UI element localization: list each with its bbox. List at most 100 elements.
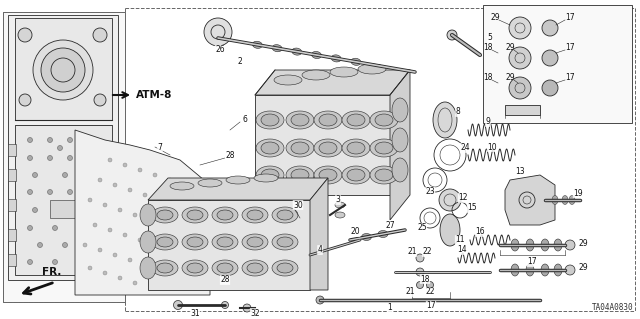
Polygon shape [255,70,410,95]
Ellipse shape [247,237,263,247]
Ellipse shape [286,139,314,157]
Ellipse shape [170,182,194,190]
Ellipse shape [140,257,156,279]
Text: 1: 1 [388,303,392,313]
Ellipse shape [67,189,72,195]
Text: 22: 22 [425,287,435,296]
Ellipse shape [511,239,519,251]
Ellipse shape [76,145,81,151]
Ellipse shape [217,263,233,273]
Text: 32: 32 [250,308,260,317]
Text: 20: 20 [350,227,360,236]
Ellipse shape [509,47,531,69]
Ellipse shape [509,77,531,99]
Ellipse shape [187,263,203,273]
Ellipse shape [392,98,408,122]
Ellipse shape [187,210,203,220]
Ellipse shape [103,203,107,207]
Ellipse shape [375,114,393,126]
Ellipse shape [335,212,345,218]
Ellipse shape [152,207,178,223]
Ellipse shape [526,264,534,276]
Ellipse shape [569,196,575,204]
Ellipse shape [83,207,88,212]
Ellipse shape [542,50,558,66]
Bar [505,105,540,115]
Ellipse shape [378,231,388,238]
Ellipse shape [247,210,263,220]
Ellipse shape [252,41,262,48]
Bar [483,5,632,123]
Ellipse shape [375,142,393,154]
Ellipse shape [256,166,284,184]
Ellipse shape [316,296,324,304]
Bar [8,254,16,266]
Ellipse shape [416,254,424,262]
Ellipse shape [118,208,122,212]
Ellipse shape [52,226,58,231]
Polygon shape [15,18,112,120]
Ellipse shape [272,234,298,250]
Ellipse shape [28,155,33,160]
Ellipse shape [182,234,208,250]
Ellipse shape [565,240,575,250]
Ellipse shape [277,263,293,273]
Ellipse shape [193,213,197,217]
Ellipse shape [88,198,92,202]
Polygon shape [15,125,112,275]
Ellipse shape [562,196,568,204]
Ellipse shape [272,45,282,52]
Ellipse shape [88,155,93,160]
Text: 21: 21 [405,287,415,296]
Ellipse shape [168,178,172,182]
Ellipse shape [542,80,558,96]
Ellipse shape [347,169,365,181]
Text: FR.: FR. [42,267,61,277]
Ellipse shape [63,242,67,248]
Ellipse shape [319,142,337,154]
Text: 9: 9 [486,117,490,127]
Ellipse shape [157,210,173,220]
Ellipse shape [123,233,127,237]
Ellipse shape [272,207,298,223]
Text: 11: 11 [455,235,465,244]
Text: 4: 4 [317,246,323,255]
Ellipse shape [97,226,102,231]
Ellipse shape [183,206,187,210]
Text: 29: 29 [505,43,515,53]
Ellipse shape [242,234,268,250]
Ellipse shape [217,210,233,220]
Ellipse shape [38,242,42,248]
Ellipse shape [554,239,562,251]
Polygon shape [310,178,328,290]
Text: 29: 29 [490,13,500,23]
Text: TA04A0830: TA04A0830 [593,303,634,312]
Text: 27: 27 [385,220,395,229]
Polygon shape [148,178,328,200]
Text: 17: 17 [565,13,575,23]
Ellipse shape [243,304,251,312]
Ellipse shape [88,266,92,270]
Ellipse shape [440,214,460,246]
Ellipse shape [542,20,558,36]
Text: 18: 18 [420,275,429,284]
Text: 7: 7 [157,143,163,152]
Ellipse shape [158,198,162,202]
Ellipse shape [261,114,279,126]
Ellipse shape [98,178,102,182]
Ellipse shape [291,114,309,126]
Ellipse shape [292,48,302,55]
Ellipse shape [52,259,58,264]
Ellipse shape [98,248,102,252]
Ellipse shape [319,114,337,126]
Text: 21: 21 [407,248,417,256]
Text: 17: 17 [565,43,575,53]
Ellipse shape [319,169,337,181]
Text: 25: 25 [417,224,427,233]
Ellipse shape [541,239,549,251]
Ellipse shape [509,17,531,39]
Ellipse shape [342,111,370,129]
Ellipse shape [94,94,106,106]
Ellipse shape [541,264,549,276]
Ellipse shape [143,193,147,197]
